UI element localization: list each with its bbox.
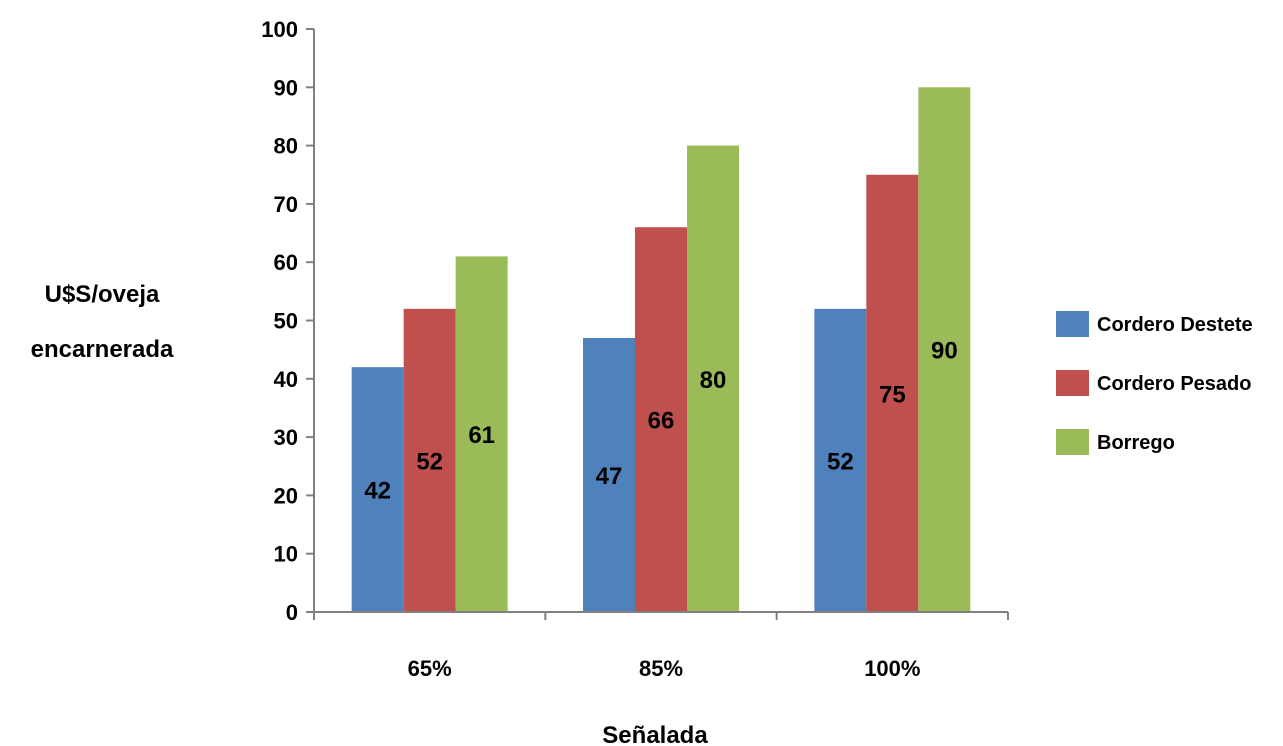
legend-swatch (1056, 429, 1089, 455)
legend: Cordero Destete Cordero Pesado Borrego (1056, 311, 1253, 455)
y-tick-label: 80 (274, 134, 298, 159)
bar (687, 145, 739, 612)
bar (866, 174, 919, 612)
y-tick-label: 10 (274, 542, 298, 567)
x-tick-label: 85% (639, 656, 683, 681)
bar (403, 308, 456, 612)
data-label: 47 (596, 463, 623, 490)
data-label: 52 (827, 448, 854, 475)
legend-swatch (1056, 370, 1089, 396)
legend-label: Cordero Destete (1097, 314, 1253, 336)
data-label: 61 (468, 422, 495, 449)
y-tick-label: 70 (274, 192, 298, 217)
data-label: 90 (931, 338, 958, 365)
y-tick-label: 90 (274, 75, 298, 100)
axes (313, 29, 1008, 613)
y-tick-label: 0 (286, 600, 298, 625)
x-axis-ticks: 65% 85% 100% (313, 612, 1009, 681)
data-labels: 42 52 61 47 66 80 52 75 90 (364, 338, 957, 505)
y-axis-title-line-1: U$S/oveja (45, 281, 160, 308)
bar (814, 308, 867, 612)
y-tick-label: 40 (274, 367, 298, 392)
y-axis-ticks: 0 10 20 30 40 50 60 70 80 90 100 (261, 17, 314, 625)
bar (583, 337, 635, 612)
x-tick-label: 100% (864, 656, 920, 681)
x-axis-title: Señalada (602, 722, 708, 746)
bars (351, 87, 971, 613)
y-axis-title-line-2: encarnerada (31, 336, 174, 363)
y-tick-label: 50 (274, 309, 298, 334)
legend-label: Cordero Pesado (1097, 373, 1251, 395)
legend-label: Borrego (1097, 432, 1175, 454)
bar (635, 227, 687, 612)
legend-swatch (1056, 311, 1089, 337)
bar (351, 367, 404, 612)
y-tick-label: 20 (274, 483, 298, 508)
data-label: 80 (700, 367, 727, 394)
bar (455, 256, 508, 612)
data-label: 66 (648, 408, 675, 435)
y-tick-label: 60 (274, 250, 298, 275)
x-tick-label: 65% (408, 656, 452, 681)
bar (918, 87, 971, 613)
y-tick-label: 30 (274, 425, 298, 450)
data-label: 42 (364, 478, 391, 505)
data-label: 52 (416, 448, 443, 475)
y-tick-label: 100 (261, 17, 298, 42)
data-label: 75 (879, 381, 906, 408)
